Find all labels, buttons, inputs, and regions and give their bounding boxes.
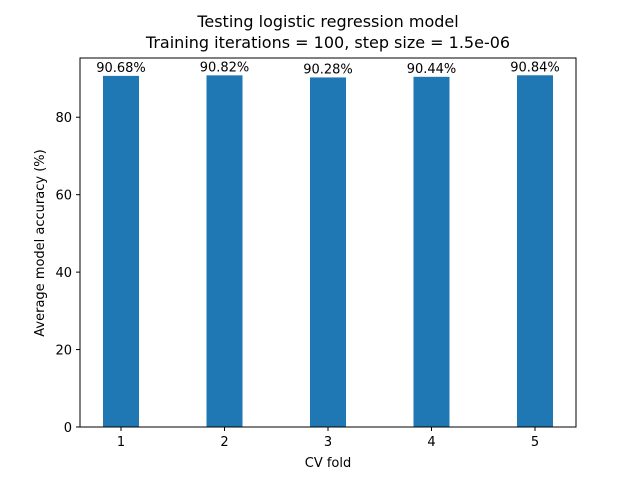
bar [103, 75, 139, 427]
x-tick-label: 5 [531, 435, 539, 450]
bar [413, 76, 450, 427]
bar [310, 77, 346, 427]
x-axis-label: CV fold [305, 456, 352, 471]
bar [206, 75, 243, 427]
bar-value-label: 90.82% [200, 60, 250, 75]
bar-value-label: 90.28% [303, 62, 353, 77]
y-tick-label: 0 [64, 421, 72, 436]
bar [517, 75, 553, 428]
x-tick-label: 3 [324, 435, 332, 450]
bar-value-label: 90.68% [96, 61, 146, 76]
y-tick-label: 40 [55, 266, 72, 281]
y-tick-label: 80 [55, 111, 72, 126]
x-tick-label: 4 [427, 435, 435, 450]
chart-subtitle: Training iterations = 100, step size = 1… [145, 33, 510, 52]
x-tick-label: 1 [117, 435, 125, 450]
x-tick-label: 2 [220, 435, 228, 450]
bar-value-label: 90.84% [510, 60, 560, 75]
chart-title: Testing logistic regression model [196, 12, 458, 31]
y-axis-label: Average model accuracy (%) [33, 149, 48, 336]
y-tick-label: 60 [55, 189, 72, 204]
plot-area: 90.68% 90.82% 90.28% 90.44% 90.84% 1 2 3 4 5 0 20 40… [55, 57, 577, 450]
y-tick-label: 20 [55, 344, 72, 359]
bar-value-label: 90.44% [407, 62, 457, 77]
